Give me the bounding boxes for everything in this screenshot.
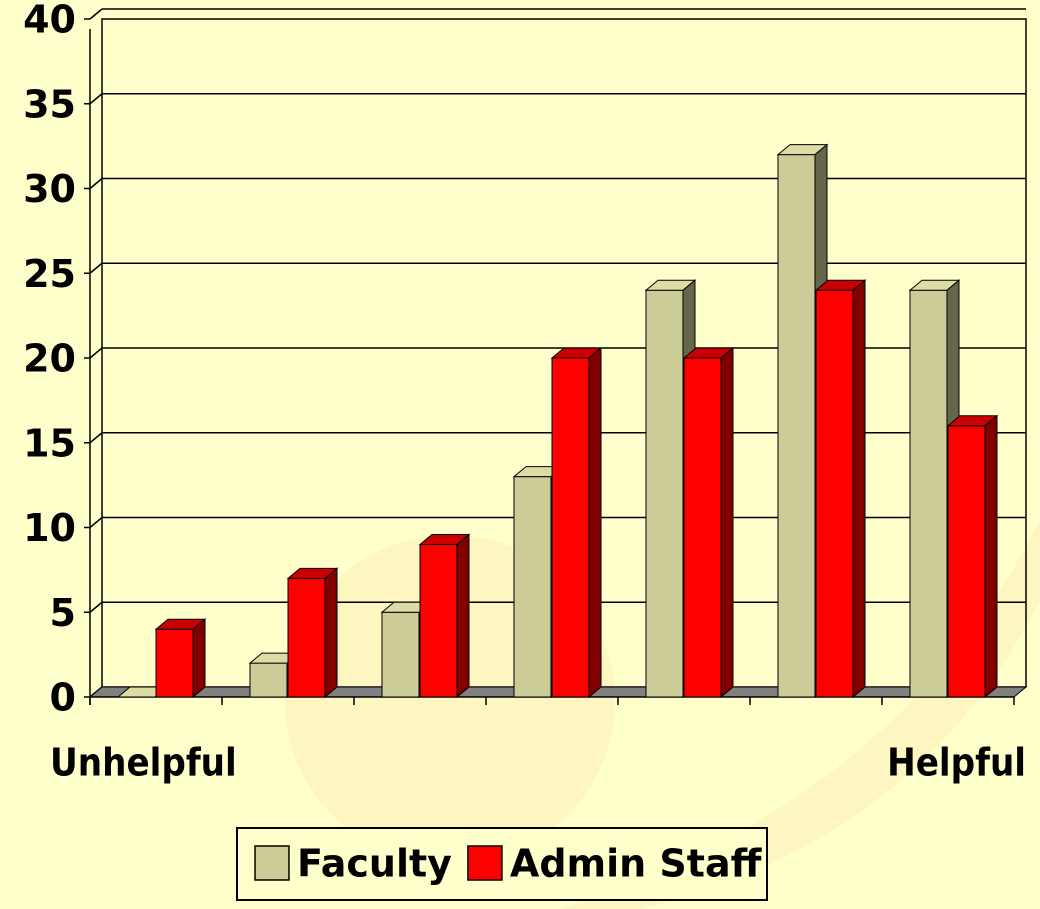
bar-side	[588, 346, 602, 699]
bar-front	[287, 577, 326, 698]
bar-front	[645, 289, 684, 698]
bar-front	[249, 662, 288, 698]
bar-side	[852, 279, 866, 699]
bar-side	[984, 414, 998, 699]
y-tick-label: 10	[23, 506, 76, 550]
y-tick-label: 20	[23, 337, 76, 381]
bar-front	[815, 289, 854, 698]
y-tick-label: 35	[23, 82, 76, 126]
y-tick-label: 30	[23, 167, 76, 211]
bar-front	[683, 357, 722, 698]
y-tick-label: 0	[50, 676, 76, 720]
bar-side	[720, 346, 734, 699]
x-tick-label: Helpful	[887, 741, 1026, 785]
bar-side	[192, 618, 206, 699]
legend-swatch	[467, 845, 503, 881]
bar-front	[947, 425, 986, 698]
bar-front	[909, 289, 948, 698]
y-tick-label: 25	[23, 252, 76, 296]
plot-area: 0 5 10 15 20 25 30 35 40 Unhelpful Helpful	[23, 0, 1028, 785]
legend-label: Faculty	[297, 842, 452, 886]
bar-front	[419, 543, 458, 698]
y-tick-connector	[89, 432, 103, 444]
y-tick-connector	[89, 262, 103, 274]
y-tick-connector	[89, 516, 103, 529]
background-arc	[560, 520, 1040, 909]
y-tick-connector	[89, 601, 103, 613]
y-tick-connector	[89, 8, 103, 20]
legend-label: Admin Staff	[510, 842, 763, 886]
plot-frame	[101, 18, 1027, 687]
legend-swatch	[254, 845, 290, 881]
y-tick-label: 15	[23, 421, 76, 465]
bar-front	[777, 154, 816, 698]
y-tick-connector	[89, 177, 103, 190]
x-tick-label: Unhelpful	[50, 741, 237, 785]
y-tick-connector	[89, 347, 103, 359]
bar-side	[324, 567, 338, 699]
bar-side	[456, 533, 470, 699]
legend-items: Faculty Admin Staff	[254, 842, 763, 886]
bar-front	[381, 611, 420, 698]
y-tick-connector	[89, 93, 103, 105]
bar-front	[155, 628, 194, 698]
y-tick-label: 5	[50, 591, 76, 635]
bar-front	[551, 357, 590, 698]
bar-front	[513, 476, 552, 698]
y-tick-label: 40	[23, 0, 76, 42]
